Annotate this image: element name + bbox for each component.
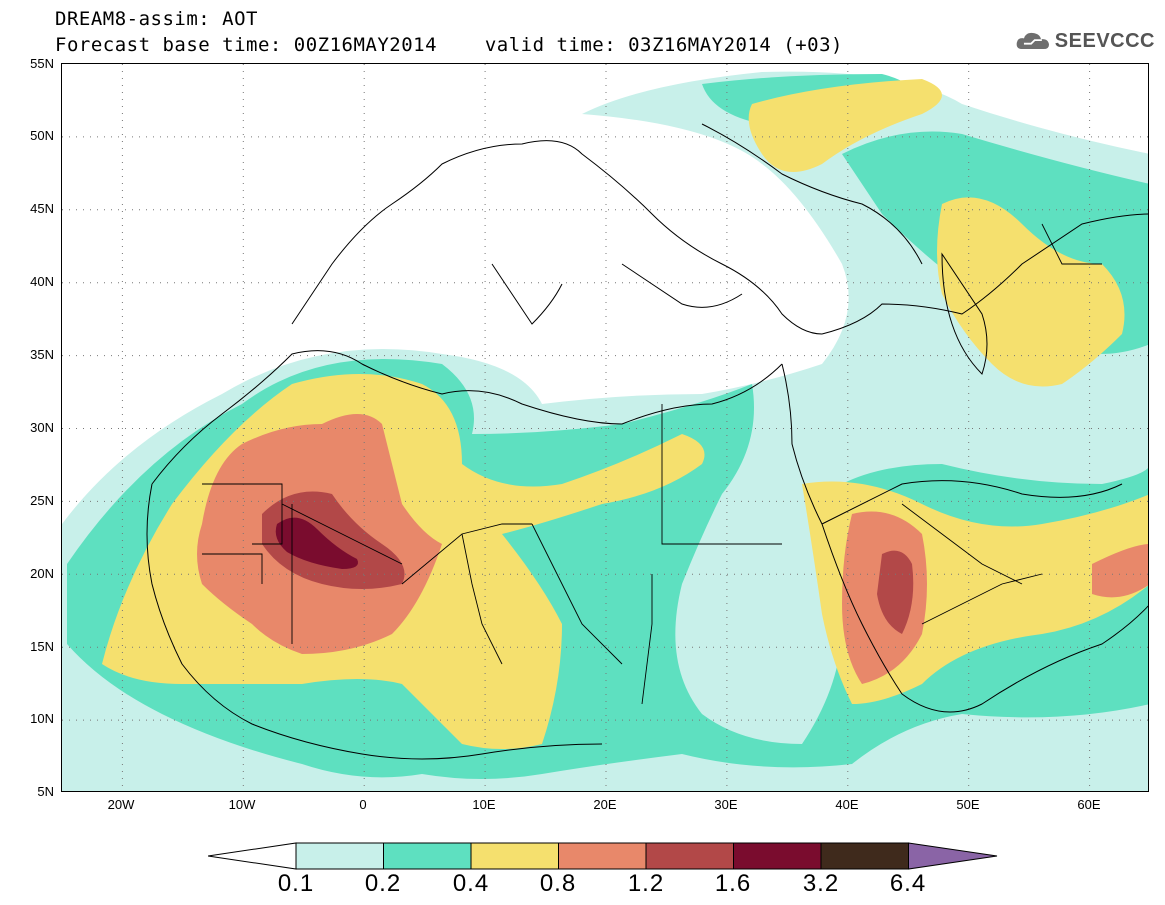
colorbar-label: 0.4: [452, 870, 490, 897]
map-plot-area: [61, 63, 1149, 792]
colorbar-bin-1.2-1.6: [645, 842, 734, 870]
lat-label-10n: 10N: [30, 711, 54, 726]
figure-title: DREAM8-assim: AOT: [55, 8, 258, 30]
cloud-icon: [1016, 32, 1050, 50]
colorbar-bin-0.1-0.2: [295, 842, 384, 870]
aot-level-1.2: [262, 491, 914, 634]
lon-label-20w: 20W: [107, 797, 135, 812]
lon-label-10w: 10W: [228, 797, 256, 812]
colorbar-label: 0.2: [364, 870, 402, 897]
colorbar-bin-0.4-0.8: [470, 842, 559, 870]
lat-label-55n: 55N: [30, 56, 54, 71]
colorbar-label: 3.2: [802, 870, 840, 897]
colorbar-label: 0.1: [277, 870, 315, 897]
seevccc-logo: SEEVCCC: [1015, 24, 1155, 58]
colorbar-bin-0.8-1.2: [558, 842, 647, 870]
lat-label-5n: 5N: [37, 784, 54, 799]
aot-level-1.6: [275, 517, 358, 569]
lat-label-20n: 20N: [30, 566, 54, 581]
colorbar-bin-3.2-6.4: [820, 842, 909, 870]
colorbar-label: 0.8: [539, 870, 577, 897]
aot-colorbar: [208, 842, 998, 870]
lat-label-45n: 45N: [30, 201, 54, 216]
colorbar-over-arrow: [908, 842, 998, 870]
lon-label-40e: 40E: [835, 797, 859, 812]
lon-label-60e: 60E: [1077, 797, 1101, 812]
lat-label-35n: 35N: [30, 347, 54, 362]
lat-label-40n: 40N: [30, 274, 54, 289]
aot-field: [62, 64, 1148, 791]
colorbar-label: 6.4: [889, 870, 927, 897]
colorbar-label: 1.6: [714, 870, 752, 897]
lon-label-10e: 10E: [472, 797, 496, 812]
colorbar-bin-0.2-0.4: [383, 842, 472, 870]
colorbar-under-arrow: [208, 842, 297, 870]
country-borders: [202, 223, 1102, 705]
colorbar-bin-1.6-3.2: [733, 842, 822, 870]
base-time-label: Forecast base time: 00Z16MAY2014: [55, 34, 438, 56]
lon-label-30e: 30E: [714, 797, 738, 812]
logo-text: SEEVCCC: [1054, 29, 1155, 52]
forecast-times: Forecast base time: 00Z16MAY2014 valid t…: [55, 34, 843, 56]
graticule: [62, 64, 1148, 791]
lat-label-30n: 30N: [30, 420, 54, 435]
lon-label-0: 0: [359, 797, 367, 812]
lat-label-50n: 50N: [30, 128, 54, 143]
valid-time-label: valid time: 03Z16MAY2014 (+03): [484, 34, 843, 56]
lat-label-15n: 15N: [30, 639, 54, 654]
colorbar-label: 1.2: [627, 870, 665, 897]
lon-label-50e: 50E: [956, 797, 980, 812]
coastlines: [146, 123, 1148, 760]
lon-label-20e: 20E: [593, 797, 617, 812]
lat-label-25n: 25N: [30, 493, 54, 508]
